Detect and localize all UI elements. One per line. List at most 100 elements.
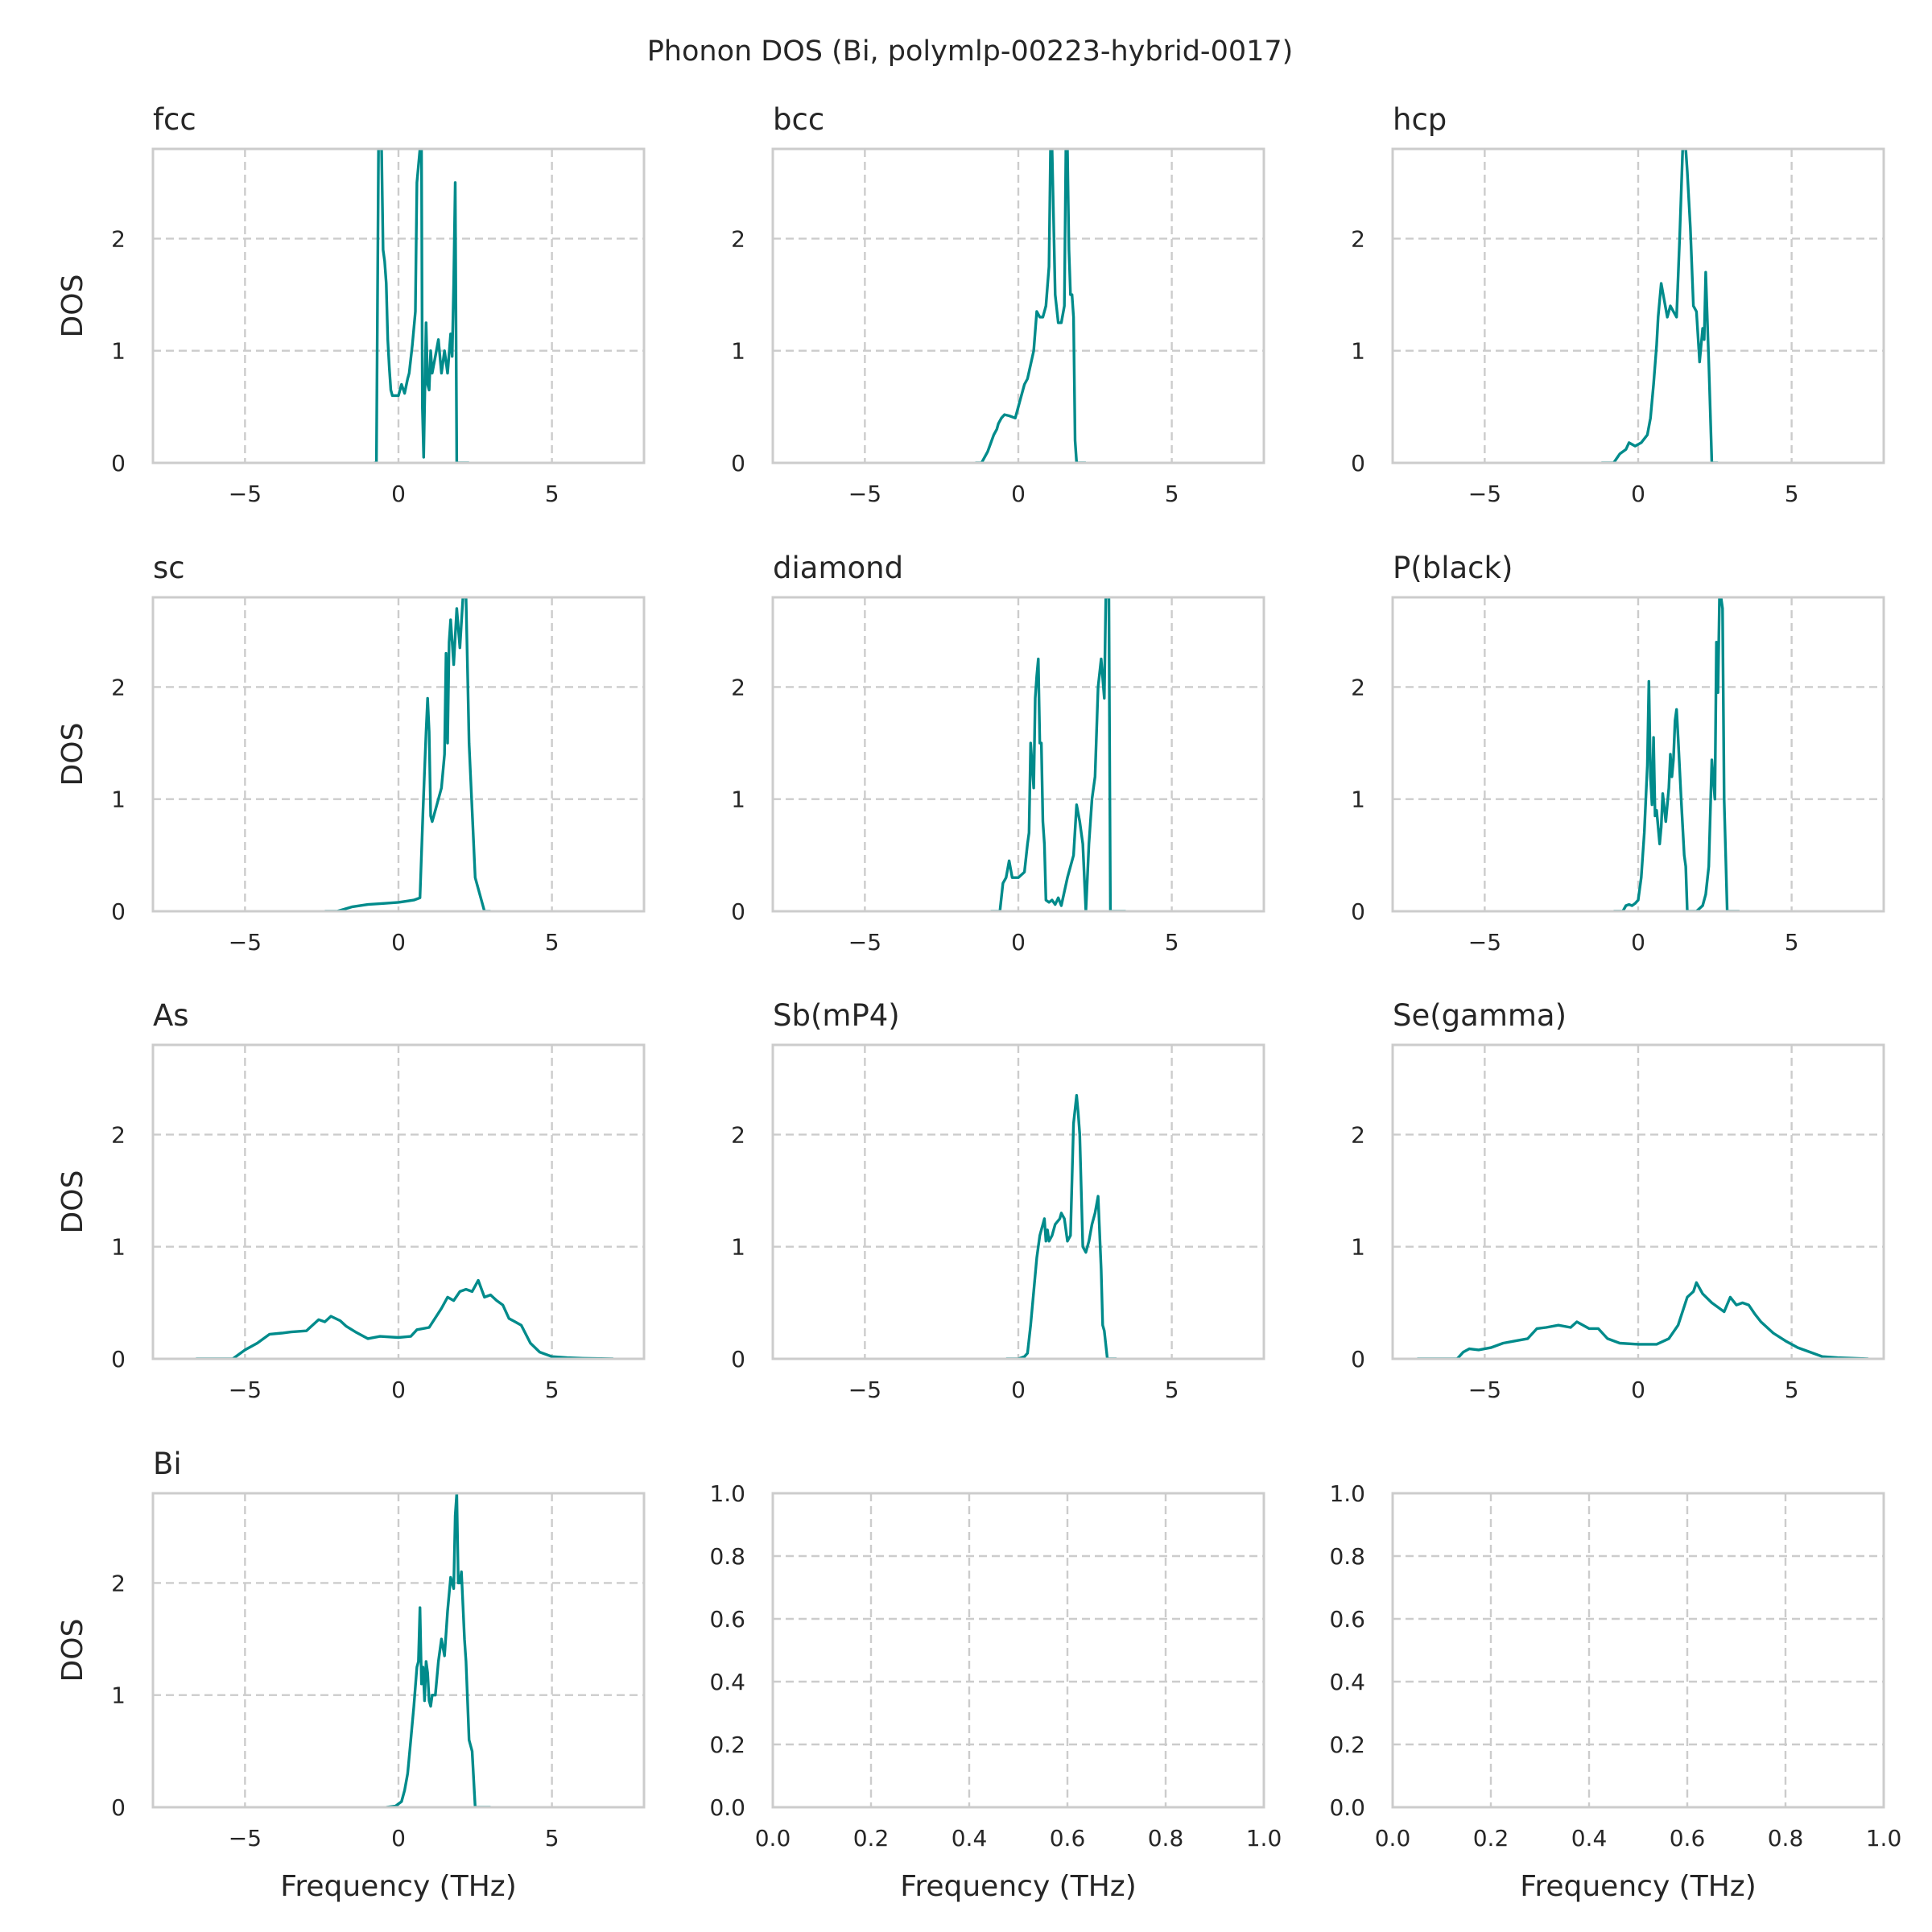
subplot-bi: −5 0 5 0 1 2 Bi DOS Frequency (THz) — [56, 1447, 646, 1903]
x-tick-label: 1.0 — [1866, 1825, 1902, 1852]
y-axis-label: DOS — [56, 1619, 89, 1682]
x-tick-label: 0.6 — [1050, 1825, 1086, 1852]
y-tick-label: 0.4 — [1329, 1669, 1365, 1695]
x-tick-label: 5 — [545, 929, 559, 956]
y-tick-label: 0.6 — [709, 1606, 745, 1633]
subplot-grid: −5 0 5 0 1 2 fcc DOS −5 0 5 0 1 2 bcc −5 0 5 0 1 2 hcp −5 0 5 0 1 2… — [56, 102, 1901, 1903]
x-tick-label: 1.0 — [1246, 1825, 1282, 1852]
y-tick-label: 1 — [111, 786, 126, 813]
axes-frame — [151, 1043, 646, 1360]
x-tick-label: −5 — [229, 929, 262, 956]
axes-frame — [1391, 596, 1885, 913]
axes-frame — [771, 147, 1265, 464]
y-tick-label: 0 — [731, 1346, 745, 1373]
subplot-title: Bi — [153, 1447, 182, 1481]
x-tick-label: 0.2 — [853, 1825, 890, 1852]
subplot-sc: −5 0 5 0 1 2 sc DOS — [56, 551, 646, 956]
y-tick-label: 0.0 — [709, 1794, 745, 1821]
dos-line — [386, 1493, 491, 1807]
x-tick-label: 0.8 — [1148, 1825, 1184, 1852]
subplot-title: diamond — [773, 551, 903, 585]
axes-frame — [1391, 1492, 1885, 1809]
axes-frame — [151, 147, 646, 464]
x-tick-label: 0.2 — [1473, 1825, 1509, 1852]
x-tick-label: 5 — [1165, 481, 1179, 507]
y-tick-label: 0 — [731, 898, 745, 925]
y-tick-label: 0 — [111, 450, 126, 477]
x-tick-label: −5 — [848, 929, 881, 956]
x-tick-label: −5 — [848, 1377, 881, 1403]
dos-line — [196, 1278, 613, 1359]
subplot-p-black-: −5 0 5 0 1 2 P(black) — [1351, 551, 1885, 956]
y-tick-label: 1 — [731, 338, 745, 365]
x-tick-label: 0.4 — [1571, 1825, 1608, 1852]
x-tick-label: 5 — [1785, 1377, 1799, 1403]
y-tick-label: 1 — [1351, 338, 1365, 365]
dos-line — [975, 149, 1086, 463]
x-tick-label: 0 — [1011, 929, 1026, 956]
y-tick-label: 1 — [111, 338, 126, 365]
x-tick-label: −5 — [1468, 481, 1501, 507]
y-tick-label: 2 — [111, 1121, 126, 1148]
y-tick-label: 0.2 — [1329, 1732, 1365, 1758]
x-tick-label: 5 — [545, 481, 559, 507]
y-tick-label: 2 — [1351, 674, 1365, 700]
x-tick-label: 0.8 — [1768, 1825, 1804, 1852]
subplot-sb-mp4-: −5 0 5 0 1 2 Sb(mP4) — [731, 998, 1265, 1403]
axes-frame — [771, 596, 1265, 913]
y-tick-label: 0.6 — [1329, 1606, 1365, 1633]
x-tick-label: 0 — [391, 1377, 406, 1403]
subplot-title: bcc — [773, 102, 824, 137]
y-tick-label: 1 — [1351, 786, 1365, 813]
x-tick-label: 0.0 — [1375, 1825, 1411, 1852]
dos-line — [374, 149, 469, 463]
dos-line — [324, 597, 491, 911]
subplot-title: fcc — [153, 102, 196, 137]
x-tick-label: −5 — [229, 481, 262, 507]
subplot-se-gamma-: −5 0 5 0 1 2 Se(gamma) — [1351, 998, 1885, 1403]
y-axis-label: DOS — [56, 275, 89, 338]
y-tick-label: 2 — [111, 674, 126, 700]
subplot-hcp: −5 0 5 0 1 2 hcp — [1351, 102, 1885, 507]
y-tick-label: 0 — [111, 1346, 126, 1373]
y-tick-label: 1 — [1351, 1234, 1365, 1261]
x-axis-label: Frequency (THz) — [1520, 1870, 1756, 1903]
y-tick-label: 1 — [111, 1234, 126, 1261]
y-tick-label: 0 — [111, 898, 126, 925]
y-tick-label: 2 — [1351, 1121, 1365, 1148]
x-tick-label: −5 — [229, 1825, 262, 1852]
y-tick-label: 0 — [731, 450, 745, 477]
x-tick-label: 5 — [1165, 1377, 1179, 1403]
x-tick-label: 0.4 — [952, 1825, 988, 1852]
y-tick-label: 1 — [731, 786, 745, 813]
x-tick-label: 0.6 — [1670, 1825, 1706, 1852]
x-tick-label: −5 — [1468, 1377, 1501, 1403]
subplot-title: Sb(mP4) — [773, 998, 900, 1033]
subplot-title: As — [153, 998, 189, 1033]
subplot-title: hcp — [1393, 102, 1447, 137]
subplot-title: Se(gamma) — [1393, 998, 1567, 1033]
x-tick-label: −5 — [229, 1377, 262, 1403]
x-tick-label: 0.0 — [755, 1825, 791, 1852]
dos-line — [1601, 149, 1719, 463]
x-tick-label: 0 — [1631, 929, 1645, 956]
x-axis-label: Frequency (THz) — [280, 1870, 516, 1903]
y-tick-label: 0.2 — [709, 1732, 745, 1758]
subplot-fcc: −5 0 5 0 1 2 fcc DOS — [56, 102, 646, 507]
y-tick-label: 2 — [731, 1121, 745, 1148]
x-tick-label: 5 — [545, 1377, 559, 1403]
x-tick-label: 0 — [391, 481, 406, 507]
y-tick-label: 0 — [1351, 898, 1365, 925]
axes-frame — [151, 596, 646, 913]
dos-line — [1005, 1093, 1117, 1359]
y-tick-label: 0.8 — [709, 1543, 745, 1570]
x-tick-label: −5 — [848, 481, 881, 507]
y-tick-label: 2 — [731, 225, 745, 252]
subplot-title: P(black) — [1393, 551, 1513, 585]
dos-line — [990, 597, 1126, 911]
x-tick-label: 0 — [1011, 1377, 1026, 1403]
y-tick-label: 0 — [111, 1794, 126, 1821]
y-tick-label: 0.4 — [709, 1669, 745, 1695]
y-tick-label: 1 — [731, 1234, 745, 1261]
y-tick-label: 2 — [1351, 225, 1365, 252]
